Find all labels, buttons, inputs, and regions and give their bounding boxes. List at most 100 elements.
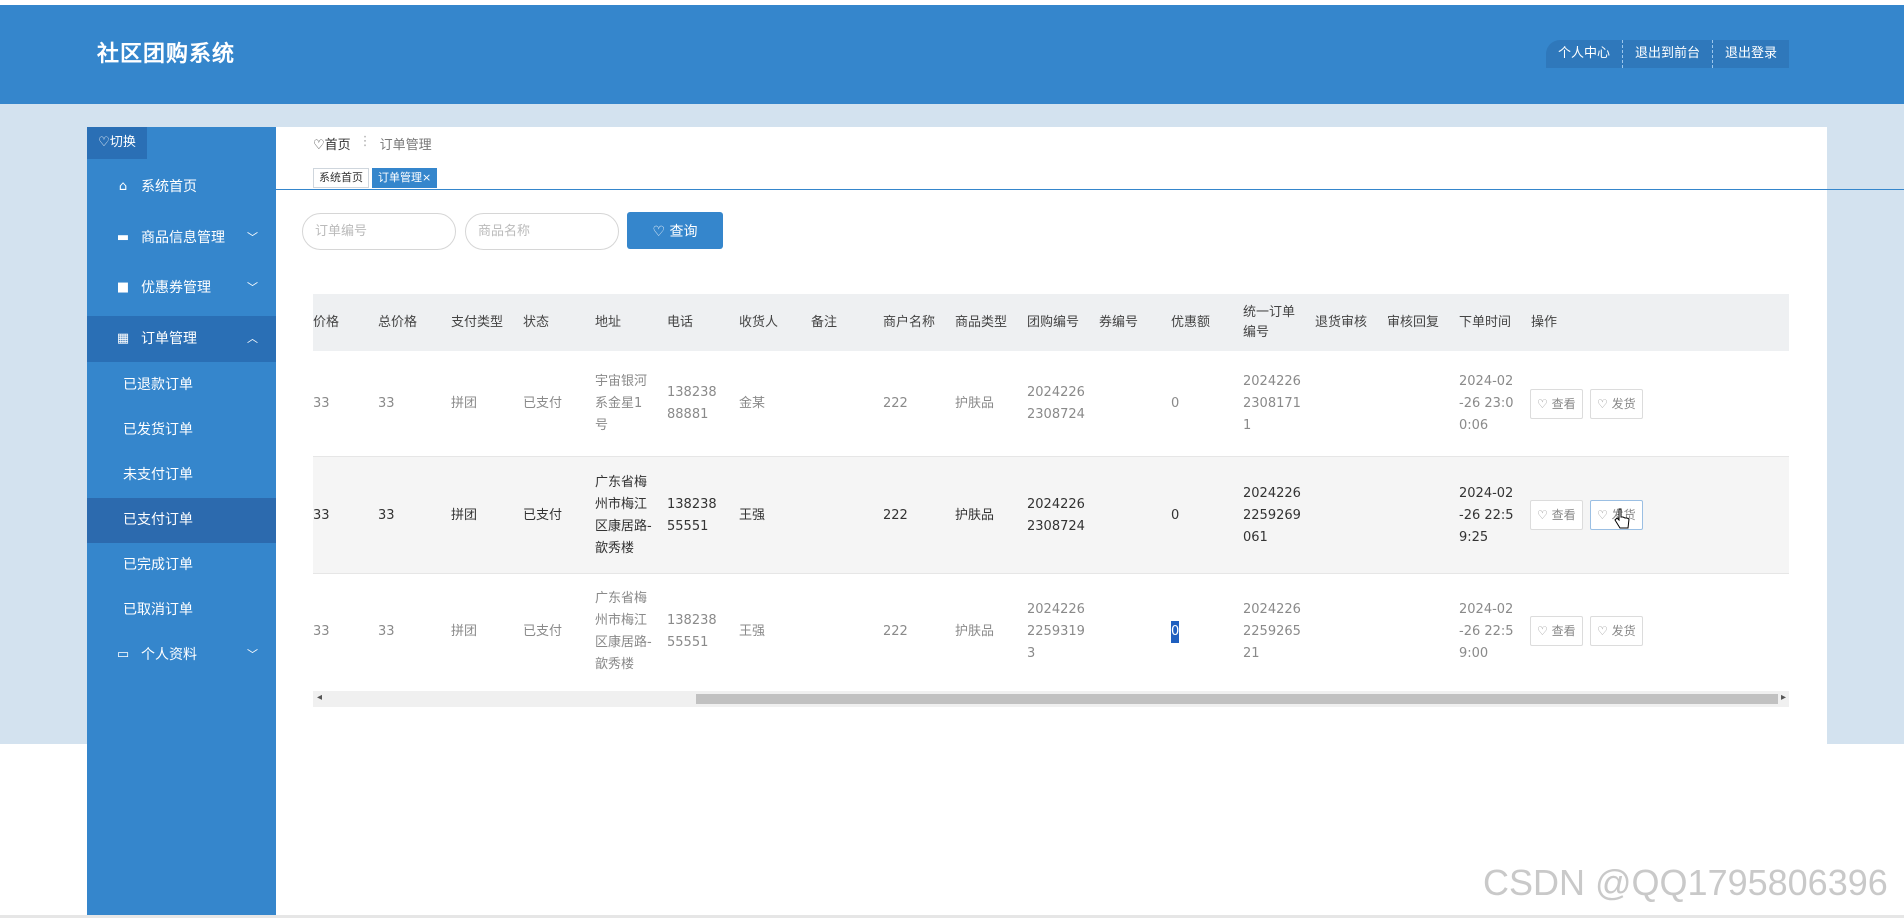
- sidebar-subitem-paid[interactable]: 已支付订单: [87, 498, 276, 543]
- cell-total: 33: [378, 507, 395, 523]
- tab-order-management[interactable]: 订单管理×: [372, 168, 438, 188]
- cell-return-audit: [1315, 457, 1371, 574]
- column-header: 操作: [1531, 314, 1558, 330]
- column-header: 优惠额: [1171, 314, 1211, 330]
- breadcrumb: ♡首页 ⋮ 订单管理: [313, 134, 432, 153]
- sidebar-item-products[interactable]: ▬ 商品信息管理 ﹀: [87, 216, 276, 260]
- cell-price: 33: [313, 396, 330, 411]
- cell-discount: 0: [1171, 507, 1180, 523]
- cell-phone: 13823855551: [667, 496, 717, 534]
- cell-total: 33: [378, 623, 395, 639]
- cell-audit-reply: [1387, 351, 1443, 457]
- column-header: 商户名称: [883, 314, 936, 330]
- column-header: 备注: [811, 314, 838, 330]
- sidebar-subitem-shipped[interactable]: 已发货订单: [123, 422, 193, 438]
- tab-bar: 系统首页 订单管理×: [313, 168, 438, 188]
- cell-address: 广东省梅州市梅江区康居路-歆秀楼: [595, 590, 652, 672]
- cell-product-type: 护肤品: [955, 396, 995, 411]
- sidebar-subitem-unpaid[interactable]: 未支付订单: [123, 467, 193, 483]
- cell-return-audit: [1315, 351, 1371, 457]
- column-header: 统一订单编号: [1243, 304, 1296, 340]
- cell-status: 已支付: [523, 396, 563, 411]
- chevron-down-icon: ﹀: [247, 281, 258, 294]
- table-row: 33 33 拼团 已支付 宇宙银河系金星1号 13823888881 金某 22…: [313, 351, 1789, 457]
- cell-receiver: 金某: [739, 396, 766, 411]
- product-name-input[interactable]: [465, 213, 619, 250]
- cell-pay-type: 拼团: [451, 507, 478, 523]
- sidebar-item-orders[interactable]: ▦ 订单管理 ︿: [87, 316, 276, 362]
- bottom-border: [0, 915, 1904, 918]
- cell-receiver: 王强: [739, 507, 766, 523]
- sidebar-item-label: 系统首页: [141, 179, 197, 195]
- view-button[interactable]: ♡ 查看: [1530, 616, 1583, 646]
- cell-product-type: 护肤品: [955, 623, 995, 639]
- view-button[interactable]: ♡ 查看: [1530, 389, 1583, 419]
- column-header: 团购编号: [1027, 314, 1080, 330]
- sidebar-subitem-refunded[interactable]: 已退款订单: [123, 377, 193, 393]
- scrollbar-thumb[interactable]: [696, 694, 1778, 704]
- column-header: 收货人: [739, 314, 779, 330]
- sidebar-item-label: 商品信息管理: [141, 230, 225, 246]
- cell-order-time: 2024-02-26 22:59:00: [1459, 601, 1514, 661]
- cell-coupon-no: [1099, 457, 1149, 574]
- table-header: 价格 总价格 支付类型 状态 地址 电话 收货人 备注 商户名称 商品类型 团购…: [313, 294, 1789, 351]
- column-header: 价格: [313, 314, 340, 330]
- chevron-up-icon: ︿: [247, 332, 258, 345]
- view-button[interactable]: ♡ 查看: [1530, 500, 1583, 530]
- ship-button[interactable]: ♡ 发货: [1590, 389, 1643, 419]
- sidebar-item-home[interactable]: ⌂ 系统首页: [87, 165, 276, 209]
- logout-link[interactable]: 退出登录: [1712, 40, 1790, 68]
- cell-total: 33: [378, 396, 395, 411]
- sidebar-item-profile[interactable]: ▭ 个人资料 ﹀: [87, 633, 276, 677]
- sidebar-subitem-cancelled[interactable]: 已取消订单: [123, 602, 193, 618]
- cell-group-no: 20242262308724: [1027, 496, 1085, 534]
- cell-address: 广东省梅州市梅江区康居路-歆秀楼: [595, 474, 652, 556]
- chevron-down-icon: ﹀: [247, 648, 258, 661]
- cell-order-time: 2024-02-26 22:59:25: [1459, 485, 1514, 545]
- watermark: CSDN @QQ1795806396: [1483, 862, 1888, 903]
- cell-order-no: 20242262259269061: [1243, 485, 1301, 545]
- horizontal-scrollbar[interactable]: ◂ ▸: [313, 691, 1789, 707]
- column-header: 商品类型: [955, 314, 1008, 330]
- order-number-input[interactable]: [302, 213, 456, 250]
- cell-order-no: 202422623081711: [1243, 374, 1301, 433]
- scroll-left-icon[interactable]: ◂: [317, 692, 323, 703]
- cell-receiver: 王强: [739, 623, 766, 639]
- cell-phone: 13823855551: [667, 612, 717, 650]
- search-button[interactable]: ♡ 查询: [627, 212, 723, 249]
- personal-center-link[interactable]: 个人中心: [1546, 40, 1623, 68]
- sidebar-item-label: 订单管理: [141, 331, 197, 347]
- sidebar-item-label: 个人资料: [141, 647, 197, 663]
- cell-order-no: 2024226225926521: [1243, 601, 1301, 661]
- cell-coupon-no: [1099, 574, 1149, 686]
- grid-icon: ▦: [116, 331, 130, 346]
- sidebar-item-coupons[interactable]: ■ 优惠券管理 ﹀: [87, 266, 276, 310]
- switch-button[interactable]: ♡切换: [87, 127, 147, 159]
- column-header: 状态: [523, 314, 550, 330]
- column-header: 审核回复: [1387, 314, 1440, 330]
- briefcase-icon: ■: [116, 280, 130, 295]
- cell-status: 已支付: [523, 623, 563, 639]
- cell-phone: 13823888881: [667, 385, 717, 422]
- cell-audit-reply: [1387, 457, 1443, 574]
- cell-product-type: 护肤品: [955, 507, 995, 523]
- breadcrumb-home[interactable]: ♡首页: [313, 138, 351, 153]
- column-header: 地址: [595, 314, 622, 330]
- back-to-frontend-link[interactable]: 退出到前台: [1622, 40, 1713, 68]
- cell-pay-type: 拼团: [451, 396, 478, 411]
- sidebar-subitem-completed[interactable]: 已完成订单: [123, 557, 193, 573]
- cell-remark: [811, 457, 857, 574]
- hand-cursor-icon: [1614, 508, 1630, 529]
- scroll-right-icon[interactable]: ▸: [1780, 692, 1786, 703]
- table-row: 33 33 拼团 已支付 广东省梅州市梅江区康居路-歆秀楼 1382385555…: [313, 457, 1789, 574]
- tab-home[interactable]: 系统首页: [313, 168, 369, 188]
- cell-status: 已支付: [523, 507, 563, 523]
- orders-table: 价格 总价格 支付类型 状态 地址 电话 收货人 备注 商户名称 商品类型 团购…: [313, 294, 1789, 686]
- breadcrumb-current: 订单管理: [379, 138, 432, 153]
- selected-text: 0: [1171, 620, 1180, 643]
- cell-merchant: 222: [883, 623, 908, 639]
- ship-button[interactable]: ♡ 发货: [1590, 616, 1643, 646]
- cell-pay-type: 拼团: [451, 623, 478, 639]
- card-icon: ▭: [116, 647, 130, 662]
- column-header: 券编号: [1099, 314, 1139, 330]
